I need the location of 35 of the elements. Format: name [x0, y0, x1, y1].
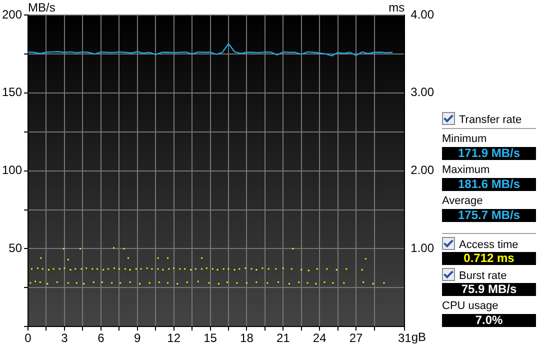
text: 175.7 MB/s — [442, 208, 536, 222]
text: Access time — [459, 239, 518, 251]
text: 75.9 MB/s — [442, 282, 536, 296]
y-tick-label: 100 — [2, 163, 22, 178]
text: 181.6 MB/s — [442, 177, 536, 191]
y2-tick-label: 2.00 — [410, 163, 434, 178]
y-tick-label: 150 — [2, 85, 22, 100]
x-tick-label: 18 — [240, 331, 254, 346]
x-tick-label: 6 — [98, 331, 105, 346]
text: Burst rate — [459, 270, 507, 282]
y2-tick-label: 1.00 — [410, 241, 434, 256]
y-tick-label: 50 — [8, 241, 22, 256]
x-tick-label: 31 — [398, 331, 412, 346]
x-tick-label: 21 — [276, 331, 290, 346]
x-tick-label: 3 — [61, 331, 68, 346]
x-tick-label: 0 — [24, 331, 32, 346]
x-tick-label: 15 — [204, 331, 218, 346]
y-axis-title: MB/s — [28, 0, 56, 14]
text: Transfer rate — [459, 114, 522, 126]
y2-axis-title: ms — [388, 0, 405, 14]
y2-tick-label: 3.00 — [410, 85, 434, 100]
x-tick-label: 27 — [349, 331, 364, 346]
text: Minimum — [442, 132, 488, 146]
y2-tick-label: 4.00 — [410, 7, 434, 22]
x-tick-label: 24 — [312, 331, 327, 346]
x-axis-title: gB — [411, 330, 426, 344]
text: 7.0% — [442, 313, 536, 327]
text: Maximum — [442, 163, 491, 177]
x-tick-label: 12 — [167, 331, 181, 346]
text: Average — [442, 194, 484, 208]
text: CPU usage — [442, 299, 500, 313]
y-tick-label: 200 — [2, 7, 22, 22]
text: 171.9 MB/s — [442, 146, 536, 160]
text: 0.712 ms — [442, 251, 536, 265]
x-tick-label: 9 — [134, 331, 142, 346]
